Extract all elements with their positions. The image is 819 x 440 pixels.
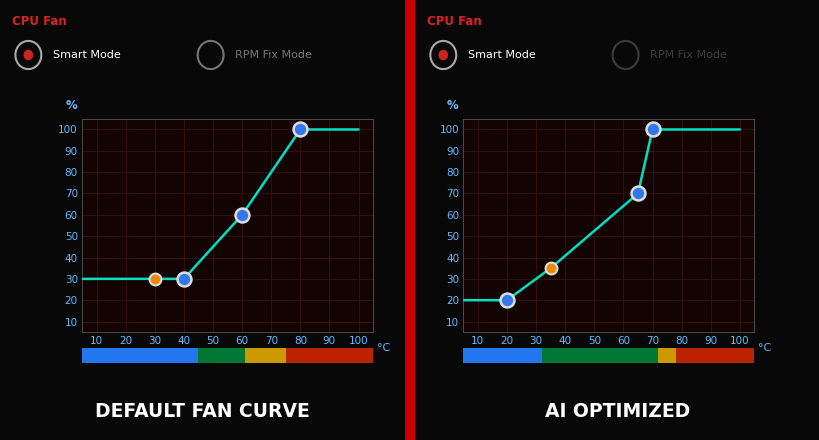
Text: °C: °C — [377, 343, 390, 353]
Text: Smart Mode: Smart Mode — [467, 50, 535, 60]
Text: RPM Fix Mode: RPM Fix Mode — [235, 50, 311, 60]
Text: RPM Fix Mode: RPM Fix Mode — [649, 50, 726, 60]
Text: °C: °C — [758, 343, 771, 353]
Text: %: % — [446, 99, 459, 112]
Circle shape — [438, 50, 448, 60]
Text: CPU Fan: CPU Fan — [427, 15, 482, 29]
Circle shape — [24, 50, 34, 60]
Text: %: % — [66, 99, 78, 112]
Text: CPU Fan: CPU Fan — [12, 15, 67, 29]
Text: AI OPTIMIZED: AI OPTIMIZED — [544, 402, 690, 421]
Text: Smart Mode: Smart Mode — [52, 50, 120, 60]
Text: DEFAULT FAN CURVE: DEFAULT FAN CURVE — [95, 402, 310, 421]
